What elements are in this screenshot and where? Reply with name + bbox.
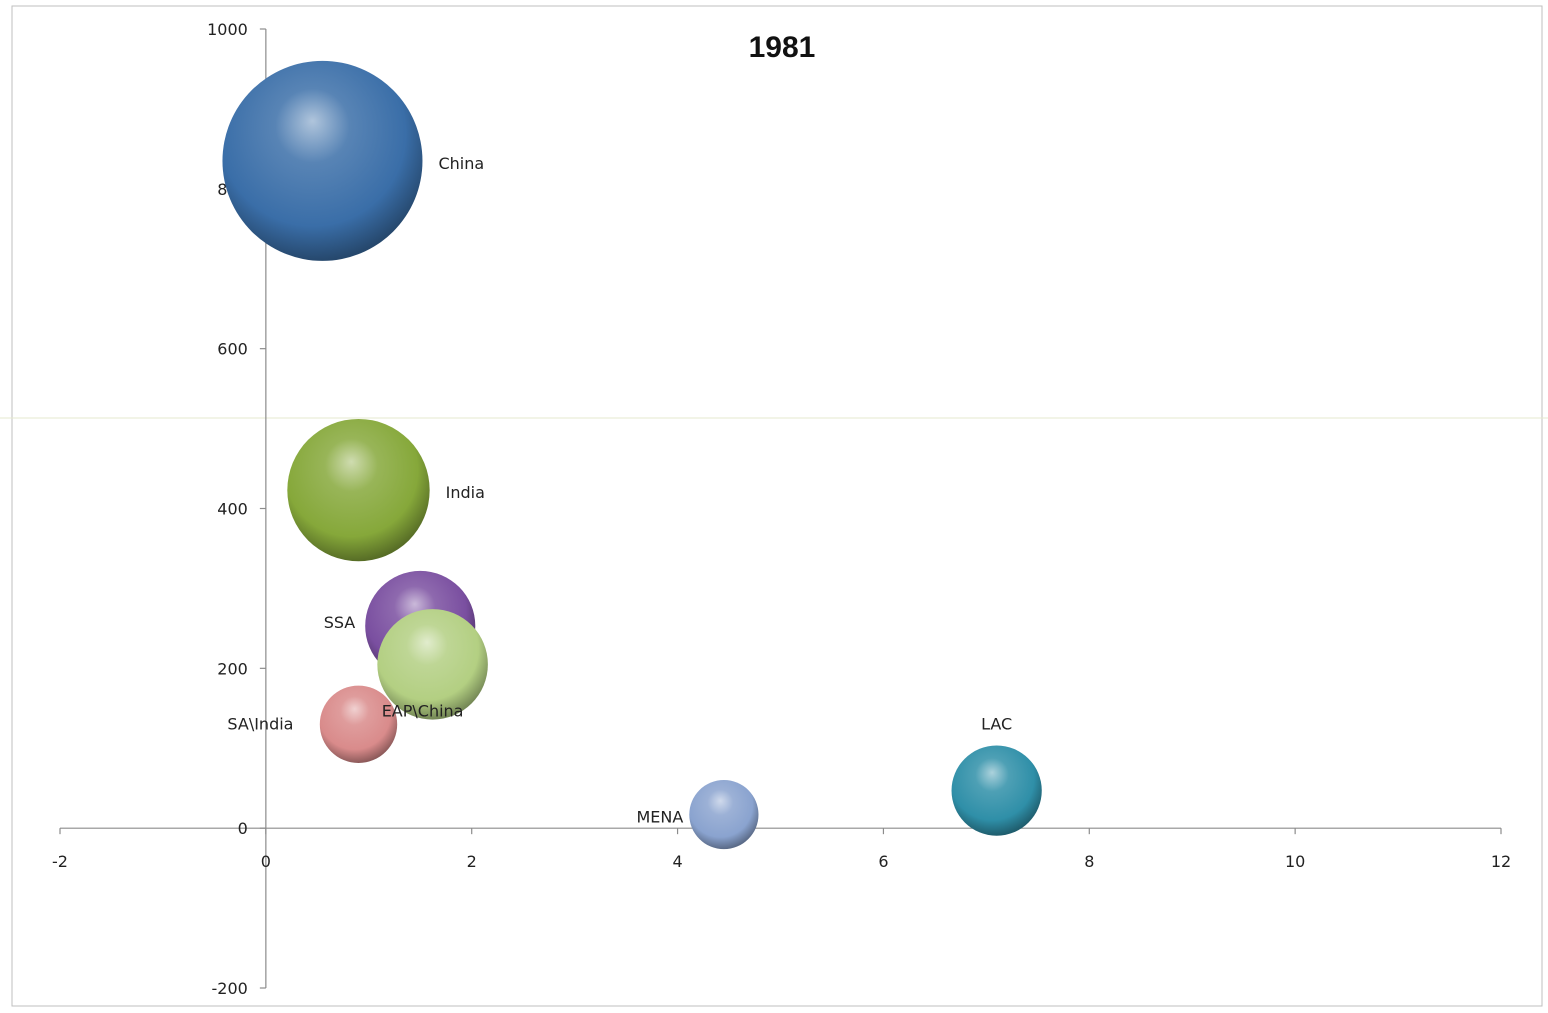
- x-tick-label: 2: [467, 852, 477, 871]
- y-tick-label: 1000: [207, 20, 248, 39]
- bubble-china: [222, 60, 423, 261]
- bubble-label: LAC: [981, 714, 1012, 733]
- bubble-label: EAP\China: [382, 702, 464, 721]
- x-tick-label: 8: [1084, 852, 1094, 871]
- y-tick-label: 0: [238, 819, 248, 838]
- bubbles: [222, 60, 1042, 850]
- bubble-mena: [689, 779, 759, 850]
- bubble-labels: China India SSA EAP\China SA\India MENA LAC: [227, 154, 1012, 827]
- plot-frame: [11, 5, 1543, 1007]
- bubble-sa-india: [319, 685, 398, 763]
- bubble-india: [287, 418, 430, 562]
- x-tick-label: 0: [261, 852, 271, 871]
- bubble-label: SSA: [324, 613, 356, 632]
- bubble-label: MENA: [636, 808, 683, 827]
- y-tick-label: 200: [217, 659, 248, 678]
- bubble-label: China: [438, 154, 484, 173]
- x-tick-label: 12: [1491, 852, 1511, 871]
- chart-title: 1981: [749, 31, 816, 64]
- bubble-eap-china: [377, 609, 488, 720]
- bubble-lac: [951, 745, 1042, 836]
- bubble-label: SA\India: [227, 714, 293, 733]
- y-tick-label: 600: [217, 340, 248, 359]
- x-tick-label: -2: [52, 852, 68, 871]
- x-tick-label: 4: [672, 852, 682, 871]
- x-tick-label: 6: [878, 852, 888, 871]
- y-tick-label: 400: [217, 500, 248, 519]
- y-tick-label: -200: [212, 979, 248, 998]
- x-tick-label: 10: [1285, 852, 1305, 871]
- bubble-label: India: [446, 483, 485, 502]
